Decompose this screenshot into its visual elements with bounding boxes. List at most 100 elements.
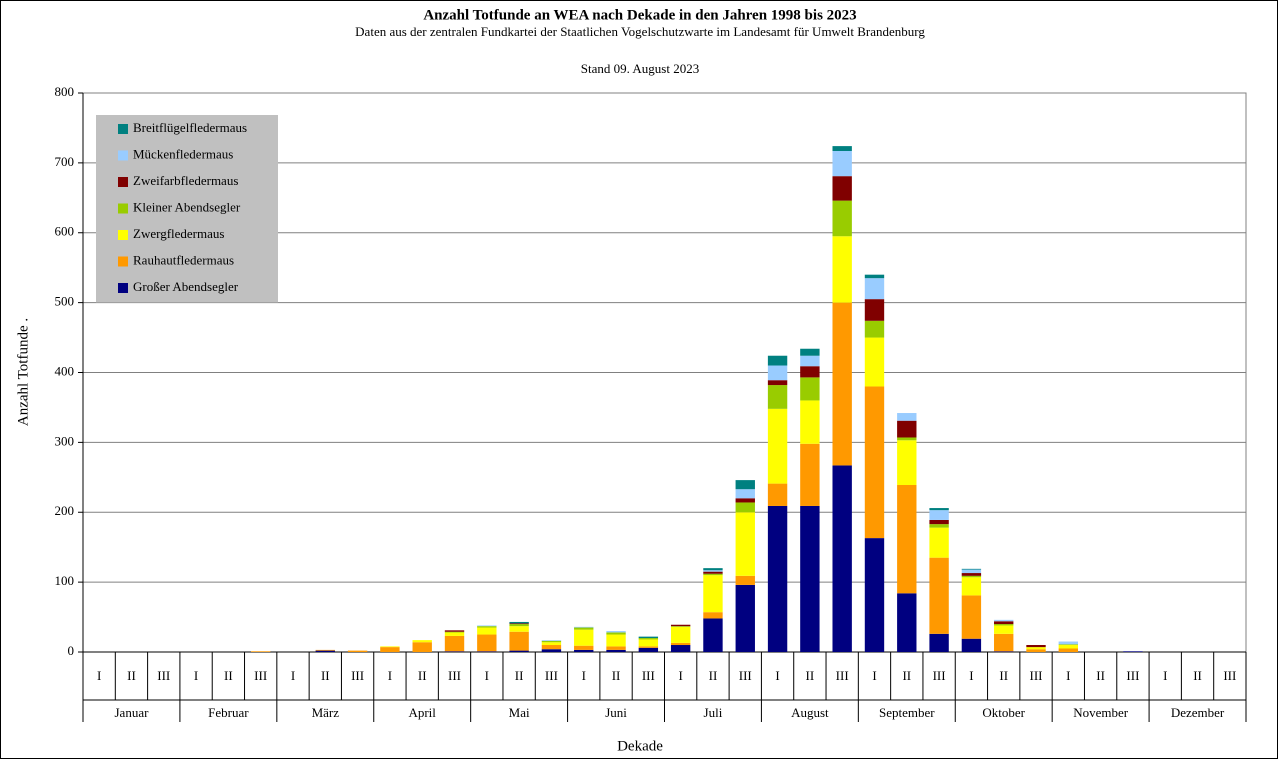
group-label: September bbox=[879, 705, 935, 720]
bar-segment bbox=[864, 538, 885, 652]
bar-segment bbox=[670, 624, 691, 627]
bar-segment bbox=[929, 510, 949, 520]
x-tick-label: I bbox=[775, 668, 779, 683]
x-tick-label: II bbox=[224, 668, 233, 683]
bar-segment bbox=[574, 649, 594, 652]
bar-segment bbox=[638, 646, 659, 648]
bar-segment bbox=[412, 642, 432, 652]
bar-segment bbox=[670, 626, 691, 627]
bar-segment bbox=[897, 420, 917, 438]
bar-segment bbox=[864, 274, 885, 279]
bar-segment bbox=[541, 649, 562, 652]
legend-label: Rauhautfledermaus bbox=[133, 252, 234, 267]
bar-segment bbox=[477, 626, 497, 628]
bar-segment bbox=[800, 505, 820, 652]
x-axis-label: Dekade bbox=[617, 738, 663, 754]
bar-segment bbox=[864, 320, 885, 338]
bar-segment bbox=[735, 512, 755, 576]
y-tick-label: 800 bbox=[55, 84, 75, 99]
x-tick-label: III bbox=[933, 668, 946, 683]
bar-segment bbox=[347, 650, 368, 652]
bar-segment bbox=[1058, 645, 1079, 649]
bar-segment bbox=[444, 635, 465, 652]
bar-segment bbox=[929, 519, 949, 525]
x-tick-label: III bbox=[545, 668, 558, 683]
bar-segment bbox=[574, 629, 594, 646]
x-tick-label: III bbox=[836, 668, 849, 683]
bar-segment bbox=[412, 640, 432, 643]
bar-segment bbox=[444, 632, 465, 636]
x-tick-label: I bbox=[582, 668, 586, 683]
legend-label: Zwergfledermaus bbox=[133, 226, 224, 241]
group-label: März bbox=[312, 705, 340, 720]
bar-segment bbox=[800, 355, 820, 367]
bar-segment bbox=[670, 642, 691, 646]
bar-segment bbox=[638, 638, 659, 640]
bar-segment bbox=[897, 440, 917, 485]
bar-segment bbox=[800, 443, 820, 506]
x-tick-label: III bbox=[351, 668, 364, 683]
x-tick-label: II bbox=[321, 668, 330, 683]
bar-segment bbox=[800, 348, 820, 356]
bar-segment bbox=[541, 640, 562, 641]
bar-segment bbox=[638, 639, 659, 647]
group-label: Juni bbox=[605, 705, 627, 720]
legend-label: Zweifarbfledermaus bbox=[133, 173, 238, 188]
legend-swatch bbox=[118, 177, 128, 187]
group-label: November bbox=[1073, 705, 1129, 720]
legend-label: Kleiner Abendsegler bbox=[133, 199, 241, 214]
x-tick-label: III bbox=[157, 668, 170, 683]
bar-segment bbox=[864, 278, 885, 300]
y-tick-label: 300 bbox=[55, 433, 75, 448]
bar-segment bbox=[767, 505, 788, 652]
x-tick-label: II bbox=[127, 668, 136, 683]
x-tick-label: II bbox=[902, 668, 911, 683]
bar-segment bbox=[864, 299, 885, 321]
x-tick-label: I bbox=[194, 668, 198, 683]
bar-segment bbox=[477, 651, 497, 652]
x-tick-label: II bbox=[612, 668, 621, 683]
y-tick-label: 600 bbox=[55, 224, 75, 239]
bar-segment bbox=[832, 236, 852, 303]
bar-segment bbox=[929, 524, 949, 528]
bar-segment bbox=[800, 400, 820, 444]
bar-segment bbox=[961, 568, 982, 570]
bar-segment bbox=[961, 595, 982, 639]
bar-segment bbox=[1026, 647, 1046, 650]
bar-segment bbox=[994, 625, 1014, 634]
bar-segment bbox=[864, 386, 885, 539]
legend-swatch bbox=[118, 150, 128, 161]
bar-segment bbox=[509, 626, 529, 632]
bar-segment bbox=[832, 200, 852, 237]
x-tick-label: II bbox=[999, 668, 1008, 683]
bar-segment bbox=[606, 649, 626, 652]
bar-segment bbox=[735, 489, 755, 499]
y-tick-label: 400 bbox=[55, 363, 75, 378]
bar-segment bbox=[800, 377, 820, 401]
bar-segment bbox=[509, 623, 529, 625]
bar-segment bbox=[509, 650, 529, 652]
bar-segment bbox=[703, 612, 723, 619]
x-tick-label: I bbox=[678, 668, 682, 683]
x-tick-label: II bbox=[418, 668, 427, 683]
bar-segment bbox=[832, 176, 852, 201]
bar-segment bbox=[703, 573, 723, 576]
bar-segment bbox=[1026, 649, 1046, 652]
y-tick-label: 700 bbox=[55, 154, 75, 169]
legend-swatch bbox=[118, 230, 128, 240]
bar-segment bbox=[767, 365, 788, 381]
bar-segment bbox=[574, 626, 594, 628]
x-tick-label: I bbox=[97, 668, 101, 683]
bar-segment bbox=[638, 636, 659, 639]
group-label: Januar bbox=[114, 705, 149, 720]
bar-segment bbox=[1058, 648, 1079, 652]
bar-segment bbox=[832, 150, 852, 177]
bar-segment bbox=[670, 645, 691, 652]
chart-subtitle: Daten aus der zentralen Fundkartei der S… bbox=[355, 24, 925, 39]
x-tick-label: III bbox=[642, 668, 655, 683]
legend-label: Mückenfledermaus bbox=[133, 146, 233, 161]
bar-segment bbox=[703, 570, 723, 572]
bar-segment bbox=[509, 631, 529, 651]
bar-segment bbox=[703, 568, 723, 571]
